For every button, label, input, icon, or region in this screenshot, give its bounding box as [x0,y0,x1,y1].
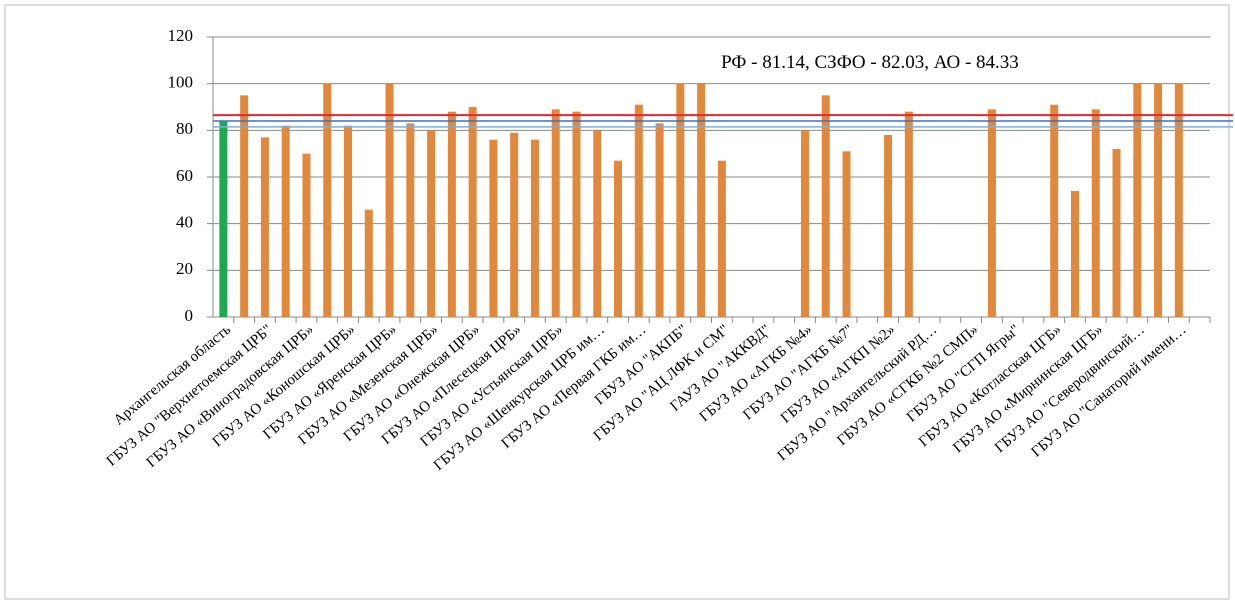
bar [1070,191,1079,317]
bar [530,139,539,317]
bar [987,109,996,317]
bar [302,153,311,317]
bar [884,135,893,317]
chart-border [4,4,1230,600]
bar [1133,83,1142,318]
y-tick-label: 100 [168,73,194,92]
bar [406,123,415,317]
bar [904,111,913,318]
bar [260,137,269,317]
bar [593,130,602,317]
bar [572,111,581,318]
y-tick-label: 120 [168,26,194,45]
annotation: РФ - 81.14, СЗФО - 82.03, АО - 84.33 [721,52,1019,73]
y-tick-label: 80 [176,119,193,138]
bar [676,83,685,318]
bar [323,83,332,318]
bar [1091,109,1100,317]
bar [1154,83,1163,318]
bar [717,160,726,317]
bar [1050,104,1059,318]
bar [1112,149,1121,317]
bar [821,95,830,317]
y-tick-label: 60 [176,166,193,185]
bar [344,125,353,318]
bar [510,132,519,317]
bar [697,83,706,318]
bar [489,139,498,317]
bar [447,111,456,318]
y-tick-label: 20 [176,259,193,278]
y-tick-label: 0 [185,306,194,325]
bar [281,125,290,318]
bar [842,151,851,317]
bar [655,123,664,317]
bar [551,109,560,317]
x-tick-label: ГБУЗ АО "Верхнетоемская ЦРБ" [104,322,276,470]
bar [427,130,436,317]
bar [385,83,394,318]
bar [240,95,249,317]
bar [800,130,809,317]
bar [614,160,623,317]
x-tick-label: ГБУЗ АО «Виноградовская ЦРБ» [144,322,317,471]
y-tick-label: 40 [176,213,193,232]
bar [468,107,477,317]
bar [1174,83,1183,318]
bar [219,121,228,317]
bar [364,209,373,317]
bar [634,104,643,318]
